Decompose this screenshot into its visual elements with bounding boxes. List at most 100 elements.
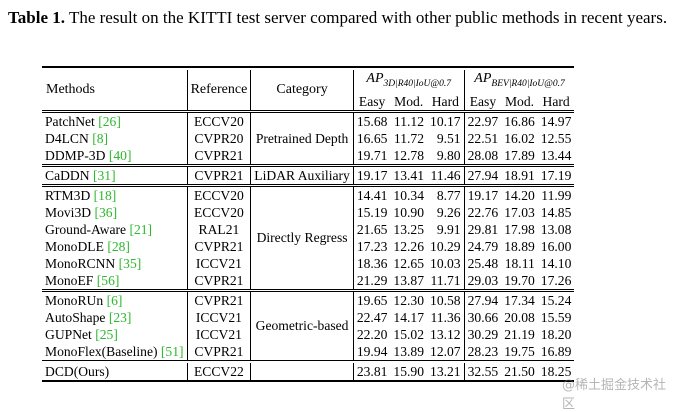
value-cell: 27.94 — [463, 291, 502, 309]
reference-cell: CVPR20 — [186, 129, 252, 147]
value-cell: 22.97 — [463, 112, 502, 130]
value-cell: 21.65 — [356, 221, 388, 237]
table-row: Movi3D [36] ECCV20 15.19 10.90 9.26 22.76 17.0… — [42, 203, 574, 221]
reference-cell: CVPR21 — [186, 166, 252, 185]
value-cell: 25.48 — [463, 254, 502, 272]
value-cell: 11.46 — [430, 167, 461, 183]
value-cell: 14.97 — [540, 113, 572, 129]
value-cell: 13.21 — [430, 363, 461, 379]
method-name: RTM3D [18] — [42, 186, 187, 204]
reference-cell: CVPR21 — [186, 237, 252, 255]
value-cell: 17.19 — [540, 167, 572, 183]
reference-cell: ECCV20 — [186, 112, 252, 130]
value-cell: 32.55 — [463, 362, 502, 381]
citation: [26] — [98, 113, 121, 129]
value-cell: 29.03 — [463, 271, 502, 290]
value-cell: 24.79 — [463, 237, 502, 255]
value-cell: 18.91 — [504, 167, 535, 183]
value-cell: 17.89 — [504, 147, 535, 163]
value-cell: 10.90 — [393, 204, 425, 220]
table-row: MonoDLE [28] CVPR21 17.23 12.26 10.29 24.79 18… — [42, 237, 574, 255]
value-cell: 10.03 — [430, 255, 461, 271]
table-row: MonoRCNN [35] ICCV21 18.36 12.65 10.03 25.48 1… — [42, 254, 574, 272]
value-cell: 17.03 — [504, 204, 535, 220]
value-cell: 21.19 — [504, 326, 535, 342]
value-cell: 12.65 — [393, 255, 425, 271]
value-cell: 19.17 — [356, 167, 388, 183]
method-label: MonoFlex(Baseline) — [45, 343, 161, 359]
reference-cell: ICCV21 — [186, 254, 252, 272]
method-name: DDMP-3D [40] — [42, 147, 187, 165]
method-name: D4LCN [8] — [42, 130, 187, 147]
value-cell: 15.24 — [540, 292, 572, 308]
method-name: PatchNet [26] — [42, 112, 187, 130]
table-row: CaDDN [31] CVPR21 LiDAR Auxiliary 19.17 13.4… — [42, 166, 574, 185]
value-cell: 9.91 — [436, 221, 461, 237]
value-cell: 13.25 — [393, 221, 425, 237]
value-cell: 21.29 — [356, 272, 388, 288]
value-cell: 14.41 — [356, 187, 388, 203]
method-name: Ground-Aware [21] — [42, 221, 187, 238]
value-cell: 10.58 — [430, 292, 461, 308]
value-cell: 19.94 — [356, 343, 388, 359]
caption-label: Table 1. — [8, 8, 66, 27]
method-name: MonoEF [56] — [42, 272, 187, 290]
value-cell: 11.36 — [430, 309, 461, 325]
category-cell: Geometric-based — [250, 291, 354, 361]
reference-cell: ICCV21 — [186, 325, 252, 343]
value-cell: 22.20 — [356, 326, 388, 342]
citation: [56] — [96, 272, 120, 288]
col-3d-hard: Hard — [431, 93, 459, 109]
value-cell: 14.10 — [540, 255, 572, 271]
col-3d-mod: Mod. — [394, 93, 424, 109]
value-cell: 29.81 — [463, 220, 502, 238]
value-cell: 19.17 — [463, 186, 502, 204]
method-name: Movi3D [36] — [42, 204, 187, 221]
value-cell: 14.17 — [393, 309, 425, 325]
category-cell — [250, 362, 354, 381]
table-row: AutoShape [23] ICCV21 22.47 14.17 11.36 30.66… — [42, 308, 574, 326]
reference-cell: ECCV22 — [186, 362, 252, 381]
method-name: MonoFlex(Baseline) [51] — [42, 343, 187, 361]
method-label: DDMP-3D — [45, 147, 109, 163]
table-row: MonoFlex(Baseline) [51] CVPR21 19.94 13.89 1… — [42, 342, 574, 361]
value-cell: 21.50 — [504, 363, 535, 379]
table-row: RTM3D [18] ECCV20 Directly Regress 14.41 10.… — [42, 186, 574, 290]
col-apbev: APBEV|R40|IoU@0.7 — [463, 70, 575, 93]
value-cell: 18.36 — [356, 255, 388, 271]
table-row: MonoRUn [6] CVPR21 Geometric-based 19.65 12.… — [42, 291, 574, 361]
value-cell: 16.65 — [356, 130, 388, 146]
table-row: D4LCN [8] CVPR20 16.65 11.72 9.51 22.51 16.02 1… — [42, 129, 574, 147]
method-label: CaDDN — [45, 167, 93, 183]
value-cell: 12.55 — [540, 130, 572, 146]
header-row-2: Easy Mod. Hard Easy Mod. Hard — [42, 92, 574, 111]
value-cell: 22.76 — [463, 203, 502, 221]
citation: [28] — [107, 238, 130, 254]
value-cell: 15.59 — [540, 309, 572, 325]
value-cell: 13.12 — [430, 326, 461, 342]
category-cell: Pretrained Depth — [250, 112, 354, 165]
value-cell: 17.34 — [504, 292, 535, 308]
method-label: GUPNet — [45, 326, 96, 342]
value-cell: 28.23 — [463, 342, 502, 361]
citation: [6] — [106, 292, 123, 308]
method-name: MonoRUn [6] — [42, 291, 187, 309]
value-cell: 16.86 — [504, 113, 535, 129]
method-name: GUPNet [25] — [42, 326, 187, 343]
method-label: D4LCN — [45, 130, 93, 146]
value-cell: 17.26 — [540, 272, 572, 288]
value-cell: 19.70 — [504, 272, 535, 288]
reference-cell: CVPR21 — [186, 342, 252, 361]
citation: [21] — [129, 221, 153, 237]
table-row: PatchNet [26] ECCV20 Pretrained Depth 15.68… — [42, 112, 574, 165]
method-name: MonoRCNN [35] — [42, 255, 187, 272]
table-row: MonoEF [56] CVPR21 21.29 13.87 11.71 29.03 19.… — [42, 271, 574, 290]
col-bev-mod: Mod. — [504, 93, 535, 109]
method-name: CaDDN [31] — [42, 166, 187, 184]
value-cell: 15.68 — [356, 113, 388, 129]
table-row: GUPNet [25] ICCV21 22.20 15.02 13.12 30.29 21.… — [42, 325, 574, 343]
citation: [35] — [118, 255, 142, 271]
value-cell: 16.02 — [504, 130, 535, 146]
value-cell: 22.47 — [356, 309, 388, 325]
value-cell: 9.26 — [436, 204, 461, 220]
